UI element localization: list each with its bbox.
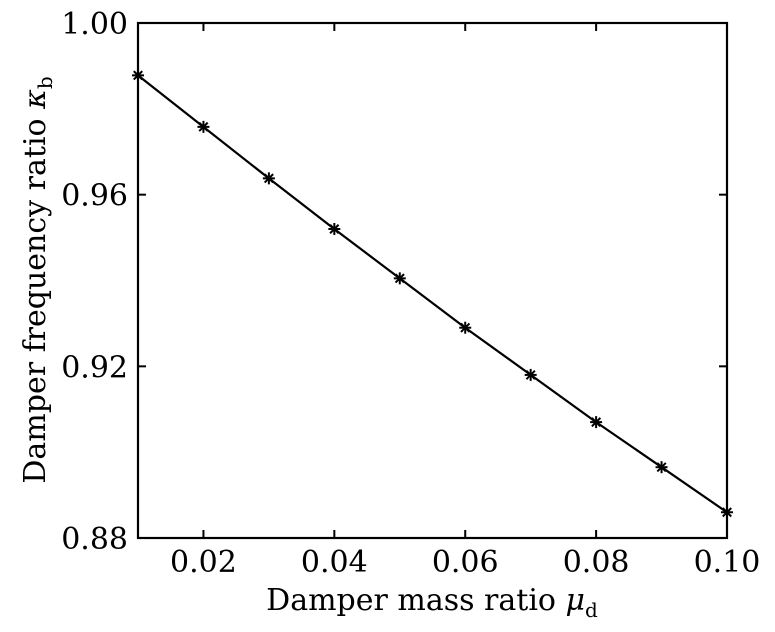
plot-frame bbox=[136, 21, 729, 540]
x-tick-label: 0.06 bbox=[432, 545, 499, 580]
x-axis-label-text: Damper mass ratio bbox=[266, 583, 565, 618]
data-point-marker bbox=[721, 506, 733, 519]
x-tick-label: 0.10 bbox=[694, 545, 761, 580]
y-tick-label: 0.92 bbox=[61, 350, 128, 385]
data-point-marker bbox=[655, 461, 668, 474]
data-point-marker bbox=[328, 223, 341, 235]
markers bbox=[132, 69, 733, 519]
x-tick-label: 0.04 bbox=[301, 545, 368, 580]
tick-labels: 0.02 0.04 0.06 0.08 0.10 0.88 0.92 0.96 1.00 bbox=[61, 7, 760, 580]
y-tick-label: 0.88 bbox=[61, 522, 128, 557]
y-tick-label: 0.96 bbox=[61, 179, 128, 214]
data-point-marker bbox=[590, 416, 603, 429]
y-axis-label-text: Damper frequency ratio bbox=[18, 109, 53, 484]
y-axis-label: Damper frequency ratio κb bbox=[18, 76, 57, 483]
data-point-marker bbox=[393, 272, 406, 285]
tick-marks bbox=[138, 22, 728, 539]
x-axis-label-symbol: μ bbox=[566, 583, 586, 618]
data-point-marker bbox=[132, 69, 144, 82]
y-axis-label-subscript: b bbox=[33, 76, 57, 89]
data-point-marker bbox=[197, 120, 210, 133]
data-point-marker bbox=[262, 172, 275, 185]
series-line bbox=[137, 74, 728, 514]
x-tick-label: 0.08 bbox=[563, 545, 630, 580]
y-axis-label-symbol: κ bbox=[18, 89, 53, 110]
y-tick-label: 1.00 bbox=[61, 7, 128, 42]
data-point-marker bbox=[459, 321, 472, 334]
data-point-marker bbox=[524, 368, 537, 381]
x-tick-label: 0.02 bbox=[170, 545, 237, 580]
x-axis-label-subscript: d bbox=[585, 598, 598, 622]
x-axis-label: Damper mass ratio μd bbox=[266, 583, 598, 622]
